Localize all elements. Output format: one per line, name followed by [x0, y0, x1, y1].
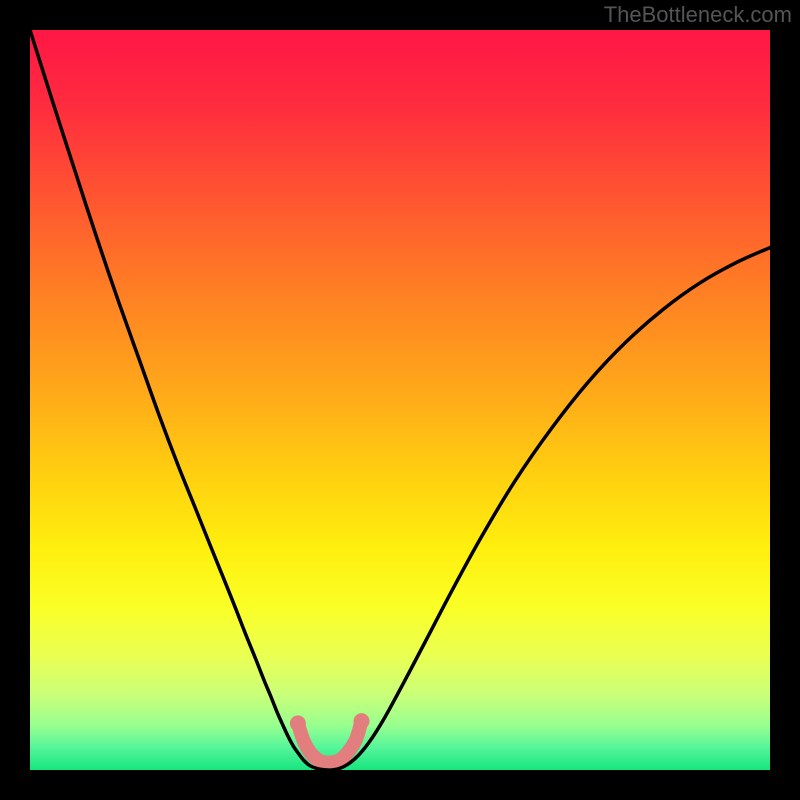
curve-right-branch	[326, 248, 770, 770]
watermark-text: TheBottleneck.com	[604, 2, 792, 28]
curve-left-branch	[30, 30, 326, 770]
plot-area	[30, 30, 770, 770]
bottom-highlight-dot-1	[354, 713, 370, 729]
bottom-highlight-stroke	[298, 721, 362, 762]
bottom-highlight-dot-0	[290, 715, 306, 731]
curves-overlay	[30, 30, 770, 770]
canvas: TheBottleneck.com	[0, 0, 800, 800]
